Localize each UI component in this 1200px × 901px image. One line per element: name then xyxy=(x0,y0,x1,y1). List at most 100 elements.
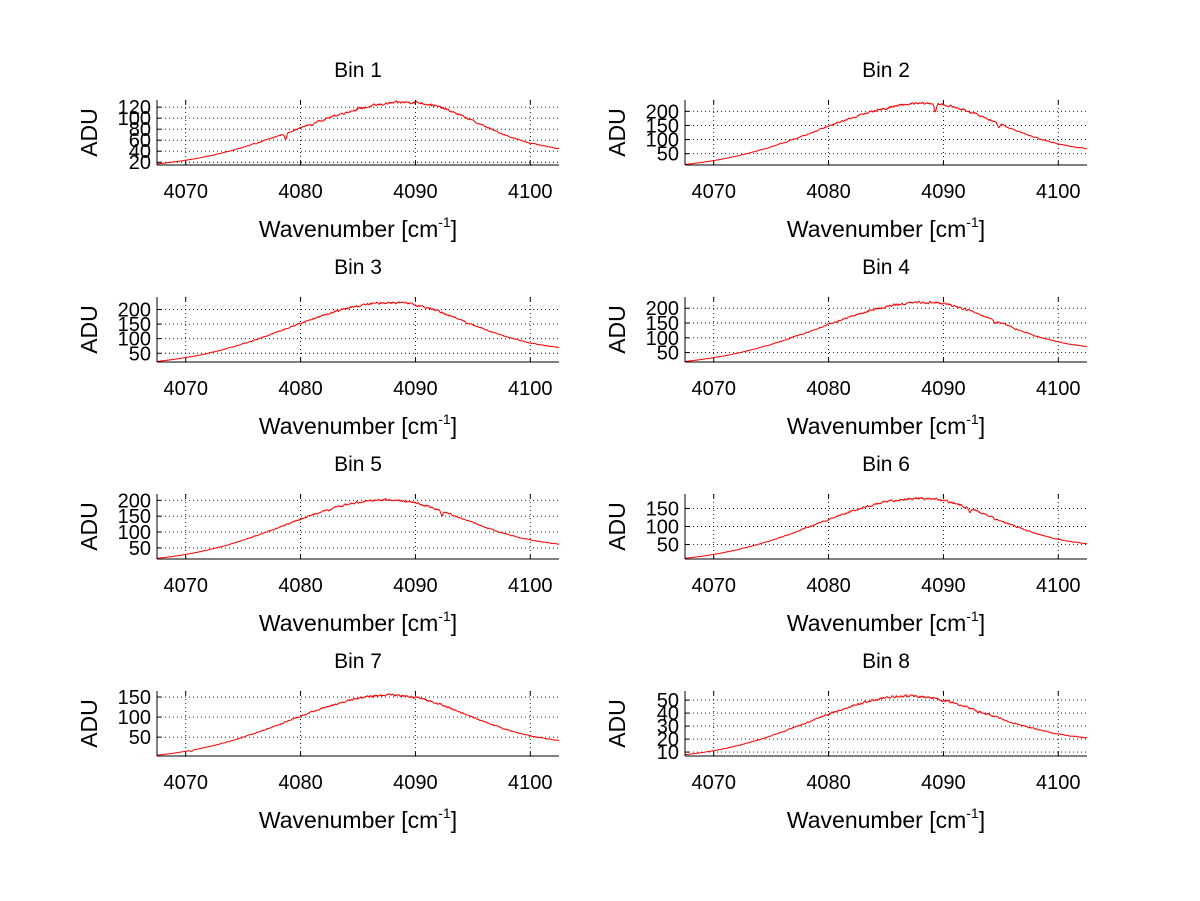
y-tick-label: 100 xyxy=(118,522,151,544)
x-tick-label: 4100 xyxy=(1036,181,1081,203)
y-axis-label: ADU xyxy=(76,108,102,157)
spectrum-line xyxy=(684,497,1088,559)
x-axis-label-suffix: ] xyxy=(979,610,985,636)
y-tick-label: 200 xyxy=(118,490,151,512)
x-tick-label: 4090 xyxy=(921,181,966,203)
x-axis-label-superscript: -1 xyxy=(966,805,979,821)
subplot-title: Bin 4 xyxy=(862,256,910,279)
y-tick-label: 100 xyxy=(118,329,151,351)
subplot-title: Bin 7 xyxy=(334,650,382,673)
y-tick-label: 120 xyxy=(118,97,151,119)
x-tick-label: 4100 xyxy=(508,772,553,794)
x-tick-label: 4090 xyxy=(921,378,966,400)
y-tick-label: 100 xyxy=(646,517,679,539)
spectrum-line xyxy=(156,498,560,559)
y-axis-label: ADU xyxy=(76,305,102,354)
x-axis-label-superscript: -1 xyxy=(438,411,451,427)
y-tick-label: 50 xyxy=(657,535,679,557)
x-axis-label-main: Wavenumber [cm xyxy=(787,413,966,439)
x-axis-label-main: Wavenumber [cm xyxy=(259,216,438,242)
x-tick-label: 4070 xyxy=(691,181,736,203)
spectrum-line xyxy=(156,693,560,756)
x-axis-label-main: Wavenumber [cm xyxy=(787,216,966,242)
x-tick-label: 4080 xyxy=(278,181,323,203)
x-axis-label-suffix: ] xyxy=(451,216,457,242)
x-tick-label: 4070 xyxy=(691,575,736,597)
y-tick-label: 20 xyxy=(657,729,679,751)
y-tick-label: 100 xyxy=(118,707,151,729)
y-tick-label: 40 xyxy=(657,703,679,725)
subplot-title: Bin 6 xyxy=(862,453,910,476)
x-axis-label-main: Wavenumber [cm xyxy=(787,807,966,833)
x-axis-label-suffix: ] xyxy=(979,807,985,833)
x-axis-label: Wavenumber [cm-1] xyxy=(787,805,985,833)
y-tick-label: 100 xyxy=(118,108,151,130)
x-tick-label: 4080 xyxy=(278,575,323,597)
x-axis-label-suffix: ] xyxy=(979,413,985,439)
y-tick-label: 200 xyxy=(118,300,151,322)
x-tick-label: 4080 xyxy=(278,378,323,400)
y-tick-label: 100 xyxy=(646,130,679,152)
y-tick-label: 50 xyxy=(657,690,679,712)
y-tick-label: 40 xyxy=(129,141,151,163)
x-axis-label: Wavenumber [cm-1] xyxy=(787,608,985,636)
x-tick-label: 4080 xyxy=(806,181,851,203)
y-axis-label: ADU xyxy=(604,108,630,157)
y-tick-label: 10 xyxy=(657,742,679,764)
y-tick-label: 150 xyxy=(646,115,679,137)
x-axis-label: Wavenumber [cm-1] xyxy=(259,805,457,833)
y-tick-label: 150 xyxy=(118,506,151,528)
x-tick-label: 4090 xyxy=(921,575,966,597)
y-axis-label: ADU xyxy=(604,699,630,748)
x-tick-label: 4090 xyxy=(393,575,438,597)
y-tick-label: 50 xyxy=(129,727,151,749)
subplot-title: Bin 5 xyxy=(334,453,382,476)
y-tick-label: 80 xyxy=(129,119,151,141)
x-axis-label: Wavenumber [cm-1] xyxy=(787,411,985,439)
x-axis-label-suffix: ] xyxy=(979,216,985,242)
x-tick-label: 4090 xyxy=(393,378,438,400)
y-axis-label: ADU xyxy=(76,699,102,748)
y-tick-label: 50 xyxy=(657,343,679,365)
y-tick-label: 150 xyxy=(118,314,151,336)
x-axis-label-suffix: ] xyxy=(451,413,457,439)
x-tick-label: 4070 xyxy=(163,378,208,400)
x-tick-label: 4070 xyxy=(691,378,736,400)
x-axis-label-superscript: -1 xyxy=(438,214,451,230)
x-axis-label: Wavenumber [cm-1] xyxy=(787,214,985,242)
x-axis-label-superscript: -1 xyxy=(966,214,979,230)
x-axis-label-main: Wavenumber [cm xyxy=(259,413,438,439)
x-axis-label-main: Wavenumber [cm xyxy=(259,610,438,636)
spectrum-line xyxy=(156,301,560,362)
x-tick-label: 4090 xyxy=(921,772,966,794)
x-tick-label: 4090 xyxy=(393,181,438,203)
x-axis-label-superscript: -1 xyxy=(966,608,979,624)
y-axis-label: ADU xyxy=(76,502,102,551)
x-axis-label-suffix: ] xyxy=(451,807,457,833)
y-tick-label: 60 xyxy=(129,130,151,152)
x-tick-label: 4080 xyxy=(806,575,851,597)
y-tick-label: 50 xyxy=(129,538,151,560)
x-tick-label: 4100 xyxy=(508,575,553,597)
y-axis-label: ADU xyxy=(604,305,630,354)
x-tick-label: 4090 xyxy=(393,772,438,794)
x-tick-label: 4080 xyxy=(806,378,851,400)
y-tick-label: 150 xyxy=(118,687,151,709)
x-axis-label-superscript: -1 xyxy=(438,608,451,624)
x-axis-label-main: Wavenumber [cm xyxy=(787,610,966,636)
subplot-title: Bin 3 xyxy=(334,256,382,279)
y-tick-label: 100 xyxy=(646,328,679,350)
x-axis-label-superscript: -1 xyxy=(966,411,979,427)
x-axis-label-superscript: -1 xyxy=(438,805,451,821)
x-tick-label: 4070 xyxy=(163,575,208,597)
x-tick-label: 4100 xyxy=(1036,378,1081,400)
y-tick-label: 50 xyxy=(129,343,151,365)
